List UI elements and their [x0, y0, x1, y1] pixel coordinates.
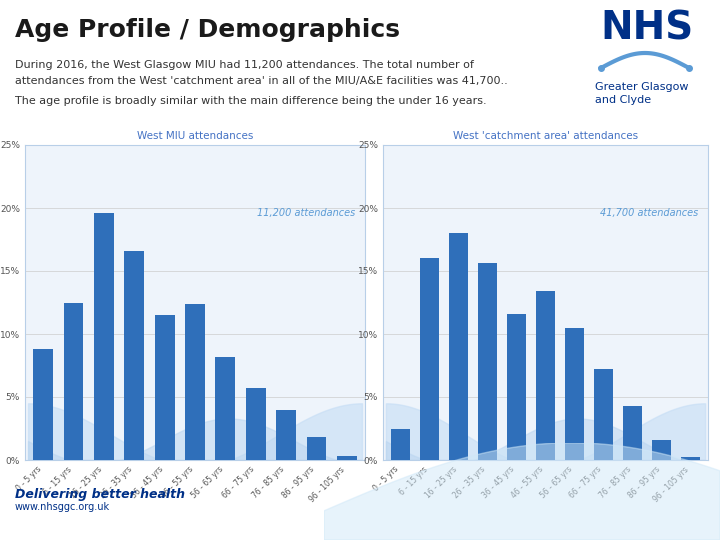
- Bar: [420, 259, 439, 460]
- Bar: [307, 437, 326, 460]
- Bar: [246, 388, 266, 460]
- Bar: [449, 233, 468, 460]
- Bar: [652, 440, 671, 460]
- Bar: [623, 406, 642, 460]
- Bar: [507, 314, 526, 460]
- Bar: [536, 291, 555, 460]
- Text: Delivering better health: Delivering better health: [15, 488, 185, 501]
- Bar: [478, 264, 497, 460]
- Bar: [391, 429, 410, 460]
- Polygon shape: [324, 443, 720, 540]
- Bar: [125, 251, 144, 460]
- Text: During 2016, the West Glasgow MIU had 11,200 attendances. The total number of: During 2016, the West Glasgow MIU had 11…: [15, 60, 474, 70]
- Title: West MIU attendances: West MIU attendances: [137, 131, 253, 141]
- Text: www.nhsggc.org.uk: www.nhsggc.org.uk: [15, 502, 110, 512]
- Text: Age Profile / Demographics: Age Profile / Demographics: [15, 18, 400, 42]
- Bar: [276, 410, 296, 460]
- Bar: [215, 357, 235, 460]
- Text: The age profile is broadly similar with the main difference being the under 16 y: The age profile is broadly similar with …: [15, 96, 487, 106]
- Text: Greater Glasgow: Greater Glasgow: [595, 82, 688, 92]
- Bar: [594, 369, 613, 460]
- Text: 41,700 attendances: 41,700 attendances: [600, 208, 698, 218]
- Text: 11,200 attendances: 11,200 attendances: [256, 208, 355, 218]
- Bar: [337, 456, 356, 460]
- Text: and Clyde: and Clyde: [595, 95, 651, 105]
- Bar: [681, 457, 700, 460]
- Bar: [94, 213, 114, 460]
- Title: West 'catchment area' attendances: West 'catchment area' attendances: [453, 131, 638, 141]
- Bar: [155, 315, 174, 460]
- Bar: [63, 302, 84, 460]
- Text: NHS: NHS: [600, 10, 693, 48]
- Text: attendances from the West 'catchment area' in all of the MIU/A&E facilities was : attendances from the West 'catchment are…: [15, 76, 508, 86]
- Bar: [33, 349, 53, 460]
- Bar: [185, 304, 205, 460]
- Bar: [565, 328, 584, 460]
